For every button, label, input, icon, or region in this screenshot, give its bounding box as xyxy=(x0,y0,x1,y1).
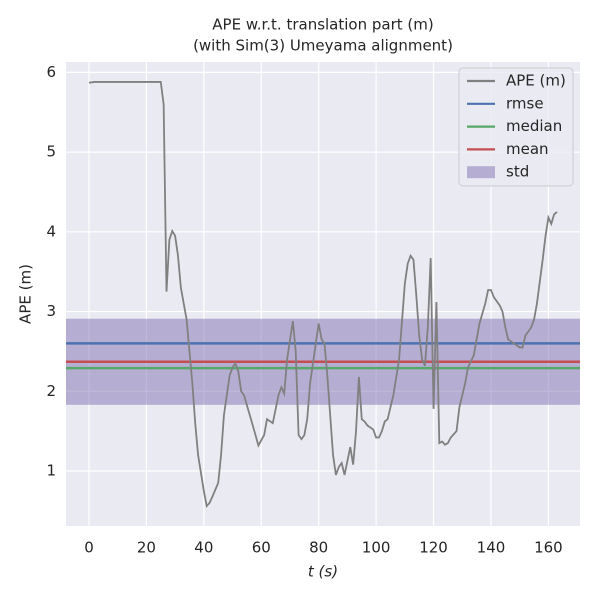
x-tick-label: 100 xyxy=(362,539,391,557)
x-tick-label: 20 xyxy=(137,539,156,557)
x-tick-label: 160 xyxy=(534,539,563,557)
y-tick-label: 4 xyxy=(46,222,56,240)
legend-swatch xyxy=(467,166,495,179)
legend-label: std xyxy=(506,163,529,181)
chart-title: APE w.r.t. translation part (m) xyxy=(212,16,433,34)
legend-label: rmse xyxy=(506,94,544,112)
legend-label: median xyxy=(506,117,562,135)
chart-subtitle: (with Sim(3) Umeyama alignment) xyxy=(193,37,453,55)
y-axis-label: APE (m) xyxy=(17,264,35,324)
x-tick-label: 120 xyxy=(419,539,448,557)
data-line xyxy=(88,81,558,509)
legend-box xyxy=(458,67,574,187)
x-tick-label: 140 xyxy=(477,539,506,557)
y-tick-label: 2 xyxy=(46,382,56,400)
y-tick-label: 3 xyxy=(46,302,56,320)
y-tick-label: 6 xyxy=(46,63,56,81)
x-axis-label: t (s) xyxy=(308,563,338,581)
x-tick-label: 0 xyxy=(84,539,94,557)
x-tick-label: 80 xyxy=(309,539,328,557)
legend-label: APE (m) xyxy=(506,72,566,90)
x-tick-label: 40 xyxy=(194,539,213,557)
x-tick-label: 60 xyxy=(252,539,271,557)
y-tick-label: 5 xyxy=(46,143,56,161)
legend-label: mean xyxy=(506,140,549,158)
y-tick-label: 1 xyxy=(46,461,56,479)
